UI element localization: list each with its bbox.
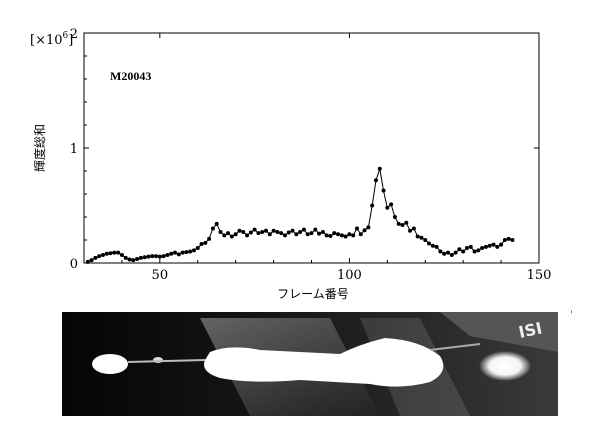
meteor-blob-left	[92, 354, 128, 374]
corner-mark: '	[570, 310, 573, 321]
meteor-blob-right	[479, 351, 531, 381]
